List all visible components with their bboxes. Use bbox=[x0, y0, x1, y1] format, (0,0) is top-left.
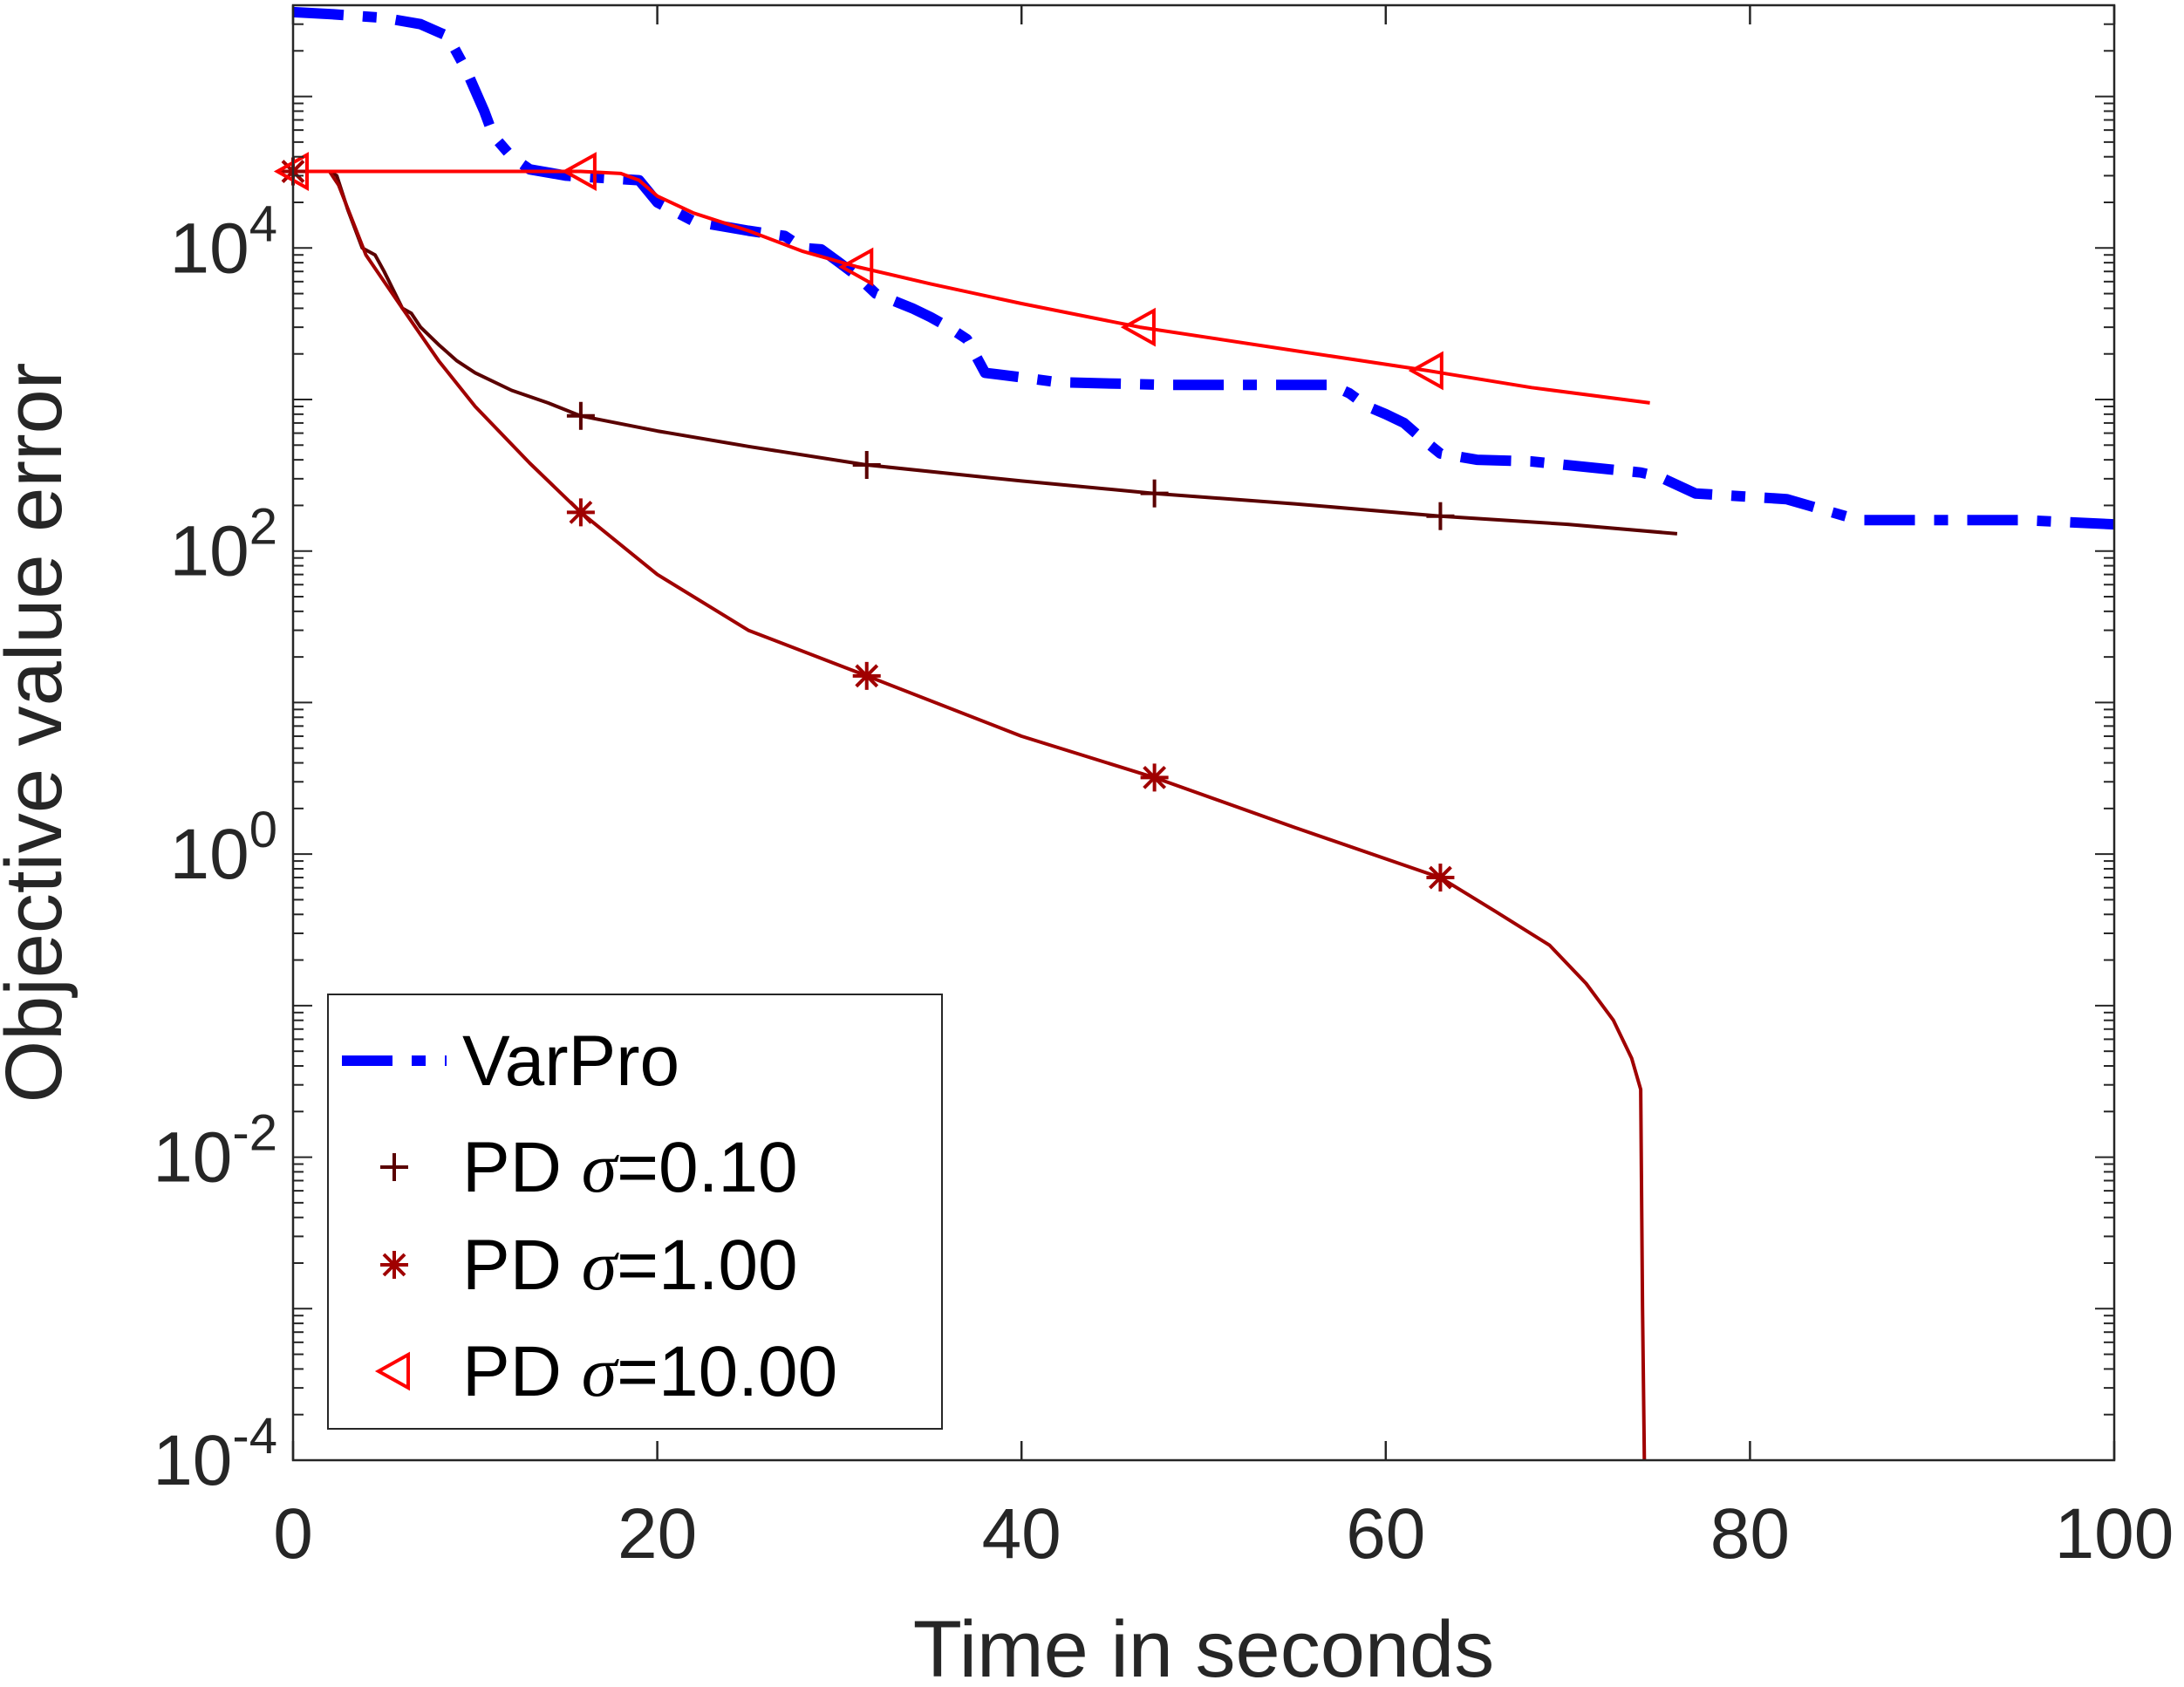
legend-label-prefix: PD bbox=[462, 1226, 582, 1305]
series-line-2 bbox=[293, 169, 1647, 1460]
data-point-marker bbox=[566, 498, 595, 527]
legend-sigma-symbol: σ bbox=[582, 1226, 620, 1305]
x-tick-label: 20 bbox=[618, 1494, 697, 1574]
legend-label-pd-1-00: PD σ=1.00 bbox=[462, 1226, 798, 1305]
data-point-marker bbox=[1426, 502, 1455, 530]
data-point-marker bbox=[1120, 307, 1156, 347]
series-line-0 bbox=[293, 6, 2114, 530]
marker-layer bbox=[273, 152, 1455, 892]
data-point-marker bbox=[838, 247, 874, 287]
legend-sigma-symbol: σ bbox=[582, 1332, 620, 1411]
legend: VarPro PD σ=0.10 PD σ=1.00 PD σ=10.00 bbox=[327, 994, 943, 1430]
legend-sigma-value: =10.00 bbox=[617, 1332, 837, 1411]
legend-label-pd-0-10: PD σ=0.10 bbox=[462, 1128, 798, 1207]
data-point-marker bbox=[1140, 763, 1169, 792]
y-axis-title: Objective value error bbox=[0, 363, 78, 1103]
legend-label-prefix: VarPro bbox=[462, 1021, 679, 1101]
legend-label-varpro: VarPro bbox=[462, 1021, 679, 1101]
legend-label-pd-10-00: PD σ=10.00 bbox=[462, 1332, 837, 1411]
legend-sample-marker bbox=[380, 1153, 408, 1181]
legend-sample-marker bbox=[374, 1351, 410, 1391]
x-tick-label: 100 bbox=[2055, 1494, 2174, 1574]
data-point-marker bbox=[561, 152, 597, 191]
data-point-marker bbox=[852, 661, 881, 690]
data-point-marker bbox=[1426, 864, 1455, 892]
tick-layer bbox=[291, 4, 2116, 1461]
legend-sigma-value: =1.00 bbox=[617, 1226, 797, 1305]
x-tick-labels: 0 20 40 60 80 100 bbox=[273, 1494, 2174, 1574]
data-point-marker bbox=[852, 451, 881, 480]
data-point-marker bbox=[1408, 351, 1443, 391]
x-axis-title: Time in seconds bbox=[913, 1605, 1494, 1687]
legend-label-prefix: PD bbox=[462, 1332, 582, 1411]
data-point-marker bbox=[1140, 479, 1169, 508]
legend-box bbox=[327, 994, 943, 1430]
y-tick-label: 100 bbox=[170, 802, 277, 894]
series-line-3 bbox=[293, 169, 1650, 405]
plot-frame bbox=[291, 3, 2116, 1462]
legend-samples bbox=[342, 1055, 447, 1391]
legend-label-prefix: PD bbox=[462, 1128, 582, 1207]
data-point-marker bbox=[566, 401, 595, 430]
legend-sample-marker bbox=[380, 1251, 408, 1279]
y-tick-label: 102 bbox=[170, 499, 277, 591]
y-tick-label: 10-4 bbox=[153, 1408, 277, 1500]
x-tick-label: 60 bbox=[1346, 1494, 1425, 1574]
y-tick-labels: 10-4 10-2 100 102 104 bbox=[153, 195, 277, 1500]
x-tick-label: 0 bbox=[273, 1494, 313, 1574]
legend-sigma-value: =0.10 bbox=[617, 1128, 797, 1207]
legend-sigma-symbol: σ bbox=[582, 1128, 620, 1207]
y-tick-label: 104 bbox=[170, 195, 277, 288]
x-tick-label: 40 bbox=[982, 1494, 1061, 1574]
y-tick-label: 10-2 bbox=[153, 1105, 277, 1198]
x-tick-label: 80 bbox=[1710, 1494, 1790, 1574]
